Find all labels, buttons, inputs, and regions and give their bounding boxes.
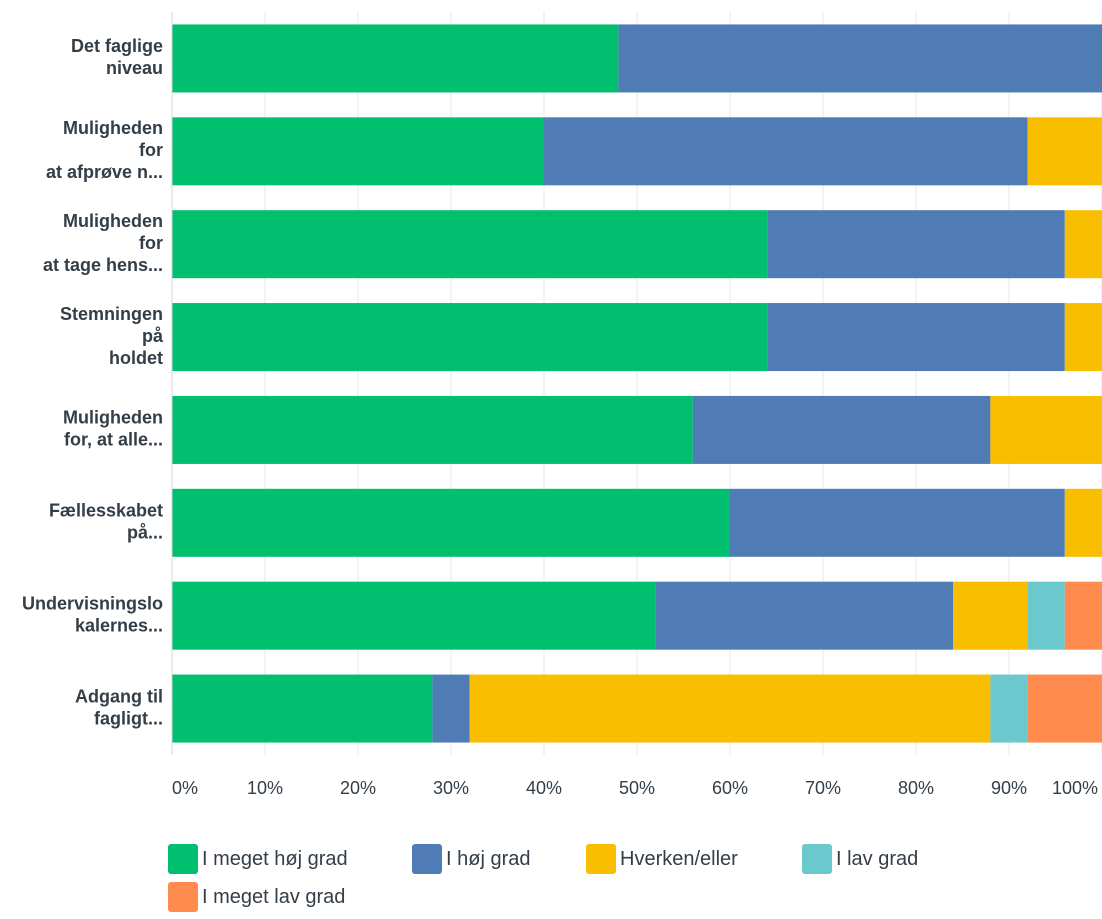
legend-item: I meget høj grad (168, 844, 348, 874)
bar-segment (469, 674, 991, 743)
category-label: kalernes... (75, 615, 163, 635)
bars (172, 24, 1102, 743)
bar-segment (767, 303, 1065, 372)
bar-segment (953, 581, 1028, 650)
legend-item: Hverken/eller (586, 844, 738, 874)
category-label: Muligheden (63, 118, 163, 138)
x-tick-label: 80% (898, 778, 934, 798)
category-label: for, at alle... (64, 430, 163, 450)
bar-segment (172, 303, 768, 372)
legend-item: I lav grad (802, 844, 918, 874)
legend-item: I meget lav grad (168, 882, 345, 912)
bar-segment (1027, 674, 1102, 743)
x-tick-label: 50% (619, 778, 655, 798)
bar-segment (767, 210, 1065, 279)
x-tick-labels: 0% 10% 20% 30% 40% 50% 60% 70% 80% 90% 100% (172, 778, 1098, 798)
category-label: at afprøve n... (46, 162, 163, 182)
bar-segment (1027, 117, 1102, 186)
bar-segment (730, 488, 1065, 557)
x-tick-label: 0% (172, 778, 198, 798)
category-label: Det faglige (71, 36, 163, 56)
x-tick-label: 70% (805, 778, 841, 798)
bar-segment (990, 395, 1102, 464)
category-label: Muligheden (63, 211, 163, 231)
bar-segment (172, 395, 693, 464)
bar-segment (1064, 303, 1102, 372)
category-label: for (139, 140, 163, 160)
legend-swatch (586, 844, 616, 874)
bar-segment (692, 395, 991, 464)
legend-label: I høj grad (446, 847, 531, 870)
x-tick-label: 40% (526, 778, 562, 798)
bar-segment (172, 117, 544, 186)
bar-segment (1064, 581, 1102, 650)
category-label: Muligheden (63, 408, 163, 428)
x-tick-label: 100% (1052, 778, 1098, 798)
x-tick-label: 10% (247, 778, 283, 798)
bar-segment (544, 117, 1028, 186)
legend-label: Hverken/eller (620, 847, 738, 870)
bar-segment (655, 581, 954, 650)
category-label: Undervisningslo (22, 593, 163, 613)
bar-segment (618, 24, 1102, 93)
bar-segment (172, 488, 730, 557)
bar-segment (1027, 581, 1065, 650)
x-tick-label: 60% (712, 778, 748, 798)
category-label: for (139, 233, 163, 253)
bar-segment (432, 674, 470, 743)
category-label: Fællesskabet (49, 501, 163, 521)
category-label: holdet (109, 348, 163, 368)
legend-swatch (802, 844, 832, 874)
category-label: at tage hens... (43, 255, 163, 275)
category-label: på (142, 326, 164, 346)
bar-segment (990, 674, 1028, 743)
bar-segment (172, 581, 656, 650)
legend-swatch (412, 844, 442, 874)
legend-swatch (168, 882, 198, 912)
legend-label: I lav grad (836, 847, 919, 870)
legend-swatch (168, 844, 198, 874)
bar-segment (172, 24, 619, 93)
x-tick-label: 20% (340, 778, 376, 798)
legend-item: I høj grad (412, 844, 530, 874)
bar-segment (172, 674, 433, 743)
category-label: niveau (106, 58, 163, 78)
bar-segment (1064, 488, 1102, 557)
x-tick-label: 30% (433, 778, 469, 798)
category-label: fagligt... (94, 708, 163, 728)
category-label: Stemningen (60, 304, 163, 324)
legend-label: I meget lav grad (202, 885, 346, 908)
category-label: Adgang til (75, 686, 163, 706)
legend-label: I meget høj grad (202, 847, 348, 870)
bar-segment (172, 210, 768, 279)
bar-segment (1064, 210, 1102, 279)
category-label: på... (127, 523, 163, 543)
x-tick-label: 90% (991, 778, 1027, 798)
